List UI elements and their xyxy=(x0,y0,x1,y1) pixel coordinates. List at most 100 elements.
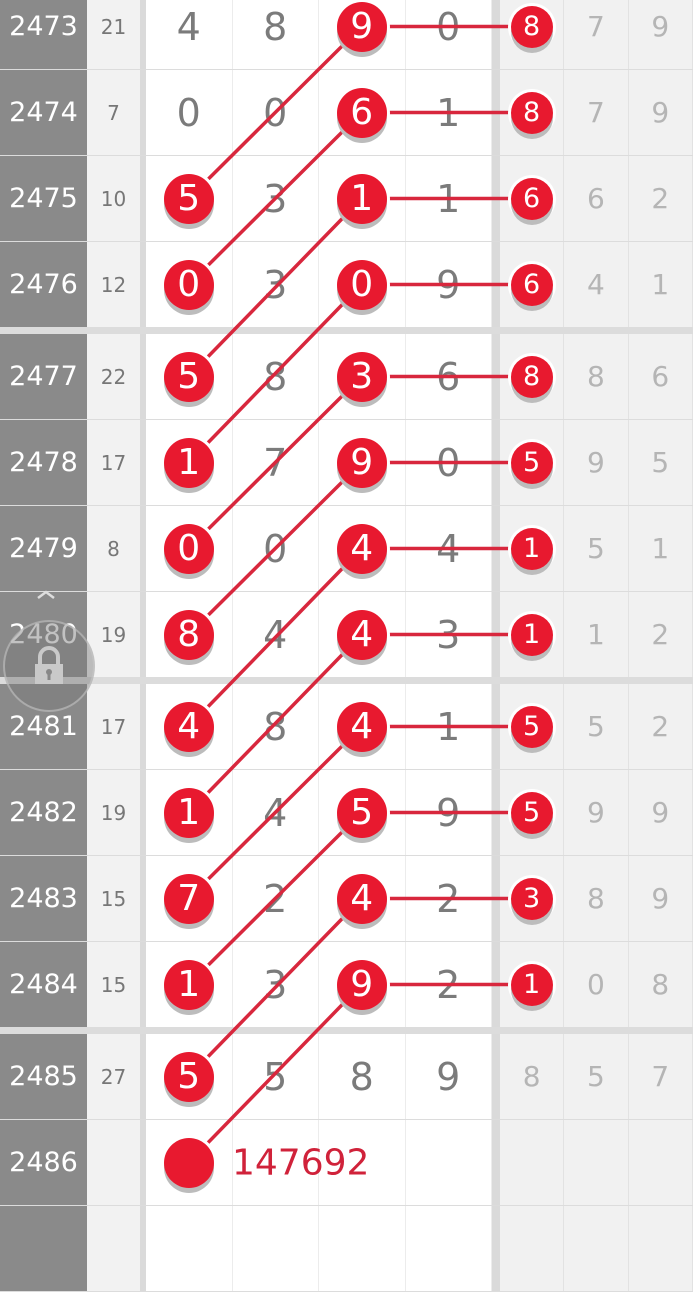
sum-value: 19 xyxy=(87,592,140,677)
extra-cell: 8 xyxy=(500,334,565,419)
extra-cell: 2 xyxy=(628,684,693,769)
extra-cell: 5 xyxy=(564,1034,629,1119)
hit-ball: 4 xyxy=(336,873,387,924)
digit-cell: 5 xyxy=(146,334,233,419)
digit-cell: 4 xyxy=(146,0,233,69)
digit-cell: 4 xyxy=(232,592,319,677)
table-row: 2479 8 0 0 4 4 1 5 1 xyxy=(0,506,693,592)
sum-value: 15 xyxy=(87,856,140,941)
digit-cell: 8 xyxy=(319,1034,406,1119)
digit-value: 4 xyxy=(176,4,201,49)
digit-value: 4 xyxy=(263,790,288,835)
extra-cell: 9 xyxy=(628,0,693,69)
sum-value: 19 xyxy=(87,770,140,855)
issue-number: 2482 xyxy=(0,770,87,855)
digit-cell: 4 xyxy=(232,770,319,855)
sum-value xyxy=(87,1120,140,1205)
column-divider xyxy=(140,242,146,327)
column-divider xyxy=(492,70,500,155)
hit-ball: 1 xyxy=(510,963,553,1006)
extra-cell: 6 xyxy=(564,156,629,241)
hit-ball: 4 xyxy=(336,523,387,574)
table-row: 2480 19 8 4 4 3 1 1 2 xyxy=(0,592,693,684)
column-divider xyxy=(140,0,146,69)
digit-value: 3 xyxy=(436,612,461,657)
issue-number: 2477 xyxy=(0,334,87,419)
digit-value: 4 xyxy=(436,526,461,571)
column-divider xyxy=(492,242,500,327)
digit-cell: 3 xyxy=(405,592,492,677)
hit-ball: 4 xyxy=(336,701,387,752)
digit-value: 9 xyxy=(436,1054,461,1099)
lock-button[interactable] xyxy=(3,620,95,712)
sum-value: 17 xyxy=(87,684,140,769)
extra-value: 9 xyxy=(587,446,605,479)
hit-ball: 8 xyxy=(163,609,214,660)
digit-value: 2 xyxy=(436,962,461,1007)
digit-cell: 8 xyxy=(146,592,233,677)
digit-cell: 1 xyxy=(146,770,233,855)
digit-cell: 147692 xyxy=(146,1120,369,1205)
digit-cell: 3 xyxy=(232,156,319,241)
digit-cell: 9 xyxy=(319,0,406,69)
digit-value: 9 xyxy=(436,262,461,307)
extra-cell: 9 xyxy=(628,856,693,941)
digit-value: 9 xyxy=(436,790,461,835)
sum-value: 8 xyxy=(87,506,140,591)
table-row: 2483 15 7 2 4 2 3 8 9 xyxy=(0,856,693,942)
digit-cell: 2 xyxy=(405,942,492,1027)
sum-value: 12 xyxy=(87,242,140,327)
digit-cell: 1 xyxy=(146,942,233,1027)
extra-cell: 1 xyxy=(500,942,565,1027)
hit-ball: 8 xyxy=(510,5,553,48)
hit-ball: 7 xyxy=(163,873,214,924)
hit-ball: 5 xyxy=(510,791,553,834)
extra-value: 9 xyxy=(651,796,670,829)
extra-value: 8 xyxy=(651,968,670,1001)
digit-cell: 0 xyxy=(146,70,233,155)
extra-value: 5 xyxy=(587,532,605,565)
extra-cell: 5 xyxy=(628,420,693,505)
sum-value: 21 xyxy=(87,0,140,69)
digit-value: 1 xyxy=(436,90,461,135)
extra-cell: 6 xyxy=(628,334,693,419)
extra-value: 1 xyxy=(587,618,605,651)
table-row: 2476 12 0 3 0 9 6 4 1 xyxy=(0,242,693,334)
extra-cell: 7 xyxy=(628,1034,693,1119)
hit-ball: 0 xyxy=(163,523,214,574)
digit-cell: 1 xyxy=(405,156,492,241)
extra-cell xyxy=(564,1120,629,1205)
hit-ball: 0 xyxy=(336,259,387,310)
extra-value: 5 xyxy=(651,446,670,479)
extra-cell: 2 xyxy=(628,592,693,677)
column-divider xyxy=(492,506,500,591)
sum-value: 7 xyxy=(87,70,140,155)
extra-cell: 1 xyxy=(500,592,565,677)
issue-number: 2474 xyxy=(0,70,87,155)
column-divider xyxy=(492,1034,500,1119)
chevron-up-icon[interactable] xyxy=(36,590,56,600)
extra-value: 8 xyxy=(587,882,605,915)
extra-value: 9 xyxy=(587,796,605,829)
digit-cell: 4 xyxy=(146,684,233,769)
hit-ball: 1 xyxy=(163,787,214,838)
digit-value: 7 xyxy=(263,440,288,485)
digit-value: 0 xyxy=(263,90,288,135)
hit-ball: 6 xyxy=(336,87,387,138)
digit-cell: 0 xyxy=(405,420,492,505)
digit-cell: 9 xyxy=(405,1034,492,1119)
hit-ball: 4 xyxy=(336,609,387,660)
table-row: 2481 17 4 8 4 1 5 5 2 xyxy=(0,684,693,770)
column-divider xyxy=(492,334,500,419)
column-divider xyxy=(492,0,500,69)
column-divider xyxy=(492,770,500,855)
column-divider xyxy=(140,592,146,677)
digit-cell: 4 xyxy=(319,592,406,677)
sum-value xyxy=(87,1206,140,1291)
issue-number: 2478 xyxy=(0,420,87,505)
digit-value: 4 xyxy=(263,612,288,657)
column-divider xyxy=(492,592,500,677)
hit-ball: 1 xyxy=(163,437,214,488)
digit-cell xyxy=(405,1206,492,1291)
extra-cell: 4 xyxy=(564,242,629,327)
